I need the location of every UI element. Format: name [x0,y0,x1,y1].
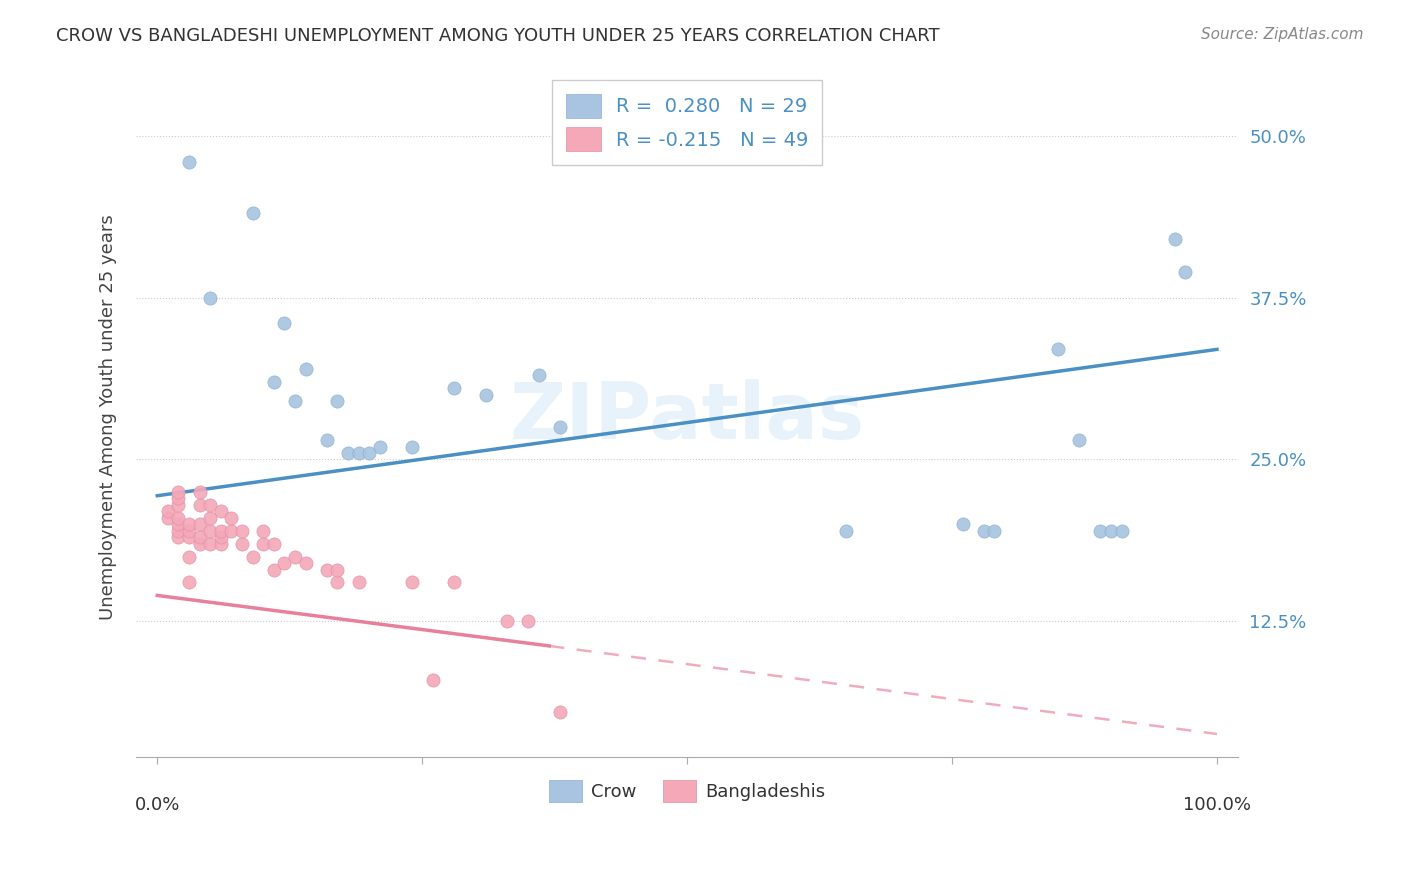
Point [263,375,285,389]
Point [326,575,349,590]
Point [209,504,232,518]
Point [1069,433,1091,447]
Point [517,615,540,629]
Point [263,536,285,550]
Point [177,524,200,538]
Point [200,510,222,524]
Point [167,510,190,524]
Point [315,562,337,576]
Point [242,206,264,220]
Point [209,524,232,538]
Point [167,524,190,538]
Point [177,154,200,169]
Point [263,562,285,576]
Point [326,394,349,409]
Point [200,524,222,538]
Point [188,498,211,512]
Point [188,517,211,532]
Y-axis label: Unemployment Among Youth under 25 years: Unemployment Among Youth under 25 years [100,214,117,620]
Point [200,536,222,550]
Point [209,536,232,550]
Point [252,536,274,550]
Point [475,388,498,402]
Point [294,556,316,570]
Point [1174,265,1197,279]
Point [167,517,190,532]
Point [443,575,465,590]
Point [167,484,190,499]
Point [548,420,571,434]
Point [284,394,307,409]
Point [177,517,200,532]
Point [443,381,465,395]
Point [177,575,200,590]
Text: Source: ZipAtlas.com: Source: ZipAtlas.com [1201,27,1364,42]
Point [347,575,370,590]
Point [1046,343,1069,357]
Point [401,440,423,454]
Point [252,524,274,538]
Point [167,498,190,512]
Point [315,433,337,447]
Point [200,291,222,305]
Point [401,575,423,590]
Point [1111,524,1133,538]
Point [167,491,190,506]
Point [221,510,243,524]
Point [156,504,179,518]
Point [527,368,550,383]
Point [347,446,370,460]
Point [188,484,211,499]
Point [242,549,264,564]
Point [326,562,349,576]
Point [496,615,519,629]
Point [188,530,211,544]
Point [209,530,232,544]
Point [273,317,295,331]
Point [983,524,1005,538]
Point [167,530,190,544]
Point [548,705,571,719]
Point [156,510,179,524]
Point [337,446,360,460]
Point [952,517,974,532]
Point [1099,524,1122,538]
Point [359,446,381,460]
Point [200,498,222,512]
Point [177,549,200,564]
Text: CROW VS BANGLADESHI UNEMPLOYMENT AMONG YOUTH UNDER 25 YEARS CORRELATION CHART: CROW VS BANGLADESHI UNEMPLOYMENT AMONG Y… [56,27,939,45]
Point [368,440,391,454]
Point [231,536,253,550]
Point [177,530,200,544]
Point [188,536,211,550]
Text: 0.0%: 0.0% [135,797,180,814]
Point [221,524,243,538]
Text: 100.0%: 100.0% [1182,797,1251,814]
Point [1090,524,1112,538]
Text: ZIPatlas: ZIPatlas [509,379,865,456]
Point [231,524,253,538]
Point [422,673,444,687]
Point [1163,232,1185,246]
Point [973,524,995,538]
Point [294,361,316,376]
Point [835,524,858,538]
Point [273,556,295,570]
Point [284,549,307,564]
Legend: Crow, Bangladeshis: Crow, Bangladeshis [543,773,832,809]
